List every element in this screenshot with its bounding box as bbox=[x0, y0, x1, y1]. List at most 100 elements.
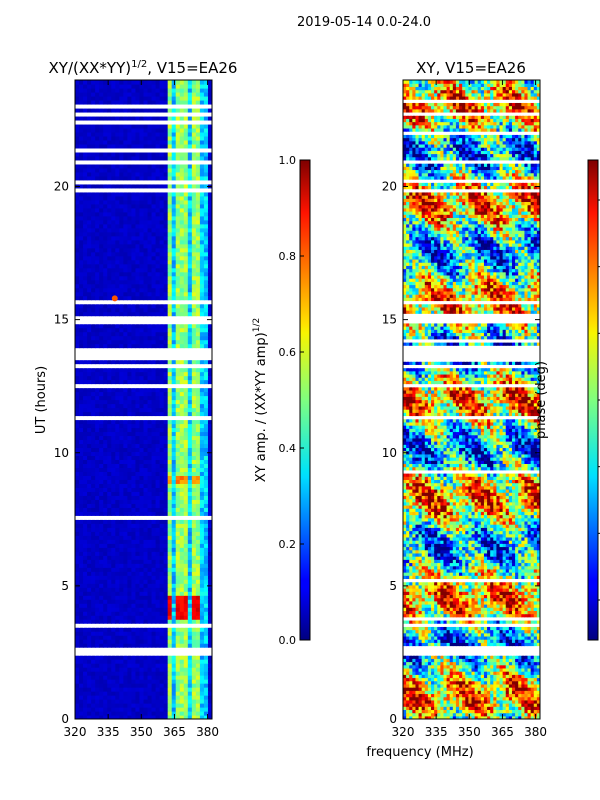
heatmap-cell bbox=[195, 511, 201, 516]
heatmap-cell bbox=[119, 443, 124, 449]
heatmap-cell bbox=[163, 691, 169, 696]
heatmap-cell bbox=[179, 663, 185, 668]
heatmap-cell bbox=[187, 567, 193, 572]
heatmap-cell bbox=[203, 611, 209, 616]
heatmap-cell bbox=[87, 147, 92, 153]
heatmap-cell bbox=[131, 691, 137, 696]
heatmap-cell bbox=[111, 155, 116, 161]
heatmap-cell bbox=[203, 147, 209, 153]
heatmap-cell bbox=[91, 451, 96, 457]
heatmap-cell bbox=[167, 451, 173, 457]
heatmap-cell bbox=[203, 543, 209, 548]
heatmap-cell bbox=[119, 175, 124, 181]
heatmap-cell bbox=[179, 143, 185, 149]
heatmap-cell bbox=[207, 559, 212, 564]
heatmap-cell bbox=[159, 275, 165, 281]
heatmap-cell bbox=[163, 327, 169, 333]
heatmap-cell bbox=[159, 523, 165, 528]
heatmap-cell bbox=[167, 599, 173, 604]
heatmap-cell bbox=[151, 211, 157, 217]
heatmap-cell bbox=[187, 659, 193, 664]
heatmap-cell bbox=[119, 511, 124, 516]
heatmap-cell bbox=[135, 195, 141, 201]
heatmap-cell bbox=[79, 575, 84, 580]
heatmap-cell bbox=[183, 443, 189, 449]
heatmap-cell bbox=[135, 443, 141, 449]
heatmap-cell bbox=[139, 351, 145, 357]
heatmap-cell bbox=[139, 631, 145, 636]
heatmap-cell bbox=[143, 347, 149, 353]
heatmap-cell bbox=[83, 163, 88, 169]
heatmap-cell bbox=[131, 339, 137, 345]
heatmap-cell bbox=[123, 675, 128, 680]
heatmap-cell bbox=[79, 639, 84, 644]
heatmap-cell bbox=[199, 291, 205, 297]
heatmap-cell bbox=[207, 399, 212, 405]
heatmap-cell bbox=[131, 227, 137, 233]
heatmap-cell bbox=[183, 299, 189, 305]
heatmap-cell bbox=[103, 279, 108, 285]
heatmap-cell bbox=[203, 335, 209, 341]
heatmap-cell bbox=[127, 503, 133, 508]
heatmap-cell bbox=[99, 419, 104, 425]
heatmap-cell bbox=[135, 411, 141, 417]
heatmap-cell bbox=[195, 267, 201, 273]
heatmap-cell bbox=[123, 131, 128, 137]
heatmap-cell bbox=[143, 687, 149, 692]
heatmap-cell bbox=[107, 691, 112, 696]
heatmap-cell bbox=[139, 319, 145, 325]
heatmap-cell bbox=[115, 391, 120, 397]
heatmap-cell bbox=[131, 407, 137, 413]
heatmap-cell bbox=[147, 251, 153, 257]
heatmap-cell bbox=[115, 219, 120, 225]
heatmap-cell bbox=[87, 563, 92, 568]
heatmap-cell bbox=[151, 451, 157, 457]
heatmap-cell bbox=[167, 279, 173, 285]
heatmap-cell bbox=[191, 171, 197, 177]
heatmap-cell bbox=[135, 175, 141, 181]
heatmap-cell bbox=[207, 663, 212, 668]
heatmap-cell bbox=[119, 167, 124, 173]
heatmap-cell bbox=[127, 575, 133, 580]
heatmap-cell bbox=[199, 507, 205, 512]
heatmap-cell bbox=[87, 463, 92, 468]
heatmap-cell bbox=[111, 259, 116, 265]
heatmap-cell bbox=[131, 543, 137, 548]
heatmap-cell bbox=[103, 547, 108, 552]
heatmap-cell bbox=[175, 711, 181, 716]
heatmap-cell bbox=[171, 319, 177, 325]
heatmap-cell bbox=[139, 427, 145, 433]
heatmap-cell bbox=[163, 583, 169, 588]
heatmap-cell bbox=[147, 255, 153, 261]
heatmap-cell bbox=[183, 295, 189, 301]
heatmap-cell bbox=[139, 507, 145, 512]
heatmap-cell bbox=[95, 327, 100, 333]
heatmap-cell bbox=[135, 387, 141, 393]
heatmap-cell bbox=[163, 343, 169, 349]
heatmap-cell bbox=[123, 551, 128, 556]
heatmap-cell bbox=[135, 375, 141, 381]
heatmap-cell bbox=[95, 411, 100, 417]
heatmap-cell bbox=[99, 447, 104, 453]
heatmap-cell bbox=[103, 639, 108, 644]
heatmap-cell bbox=[79, 535, 84, 540]
heatmap-cell bbox=[135, 623, 141, 628]
heatmap-cell bbox=[95, 299, 100, 305]
heatmap-cell bbox=[107, 215, 112, 221]
heatmap-cell bbox=[175, 267, 181, 273]
heatmap-cell bbox=[183, 339, 189, 345]
heatmap-cell bbox=[87, 191, 92, 197]
heatmap-cell bbox=[191, 595, 197, 600]
heatmap-cell bbox=[179, 459, 185, 464]
heatmap-cell bbox=[79, 507, 84, 512]
heatmap-cell bbox=[107, 339, 112, 345]
heatmap-cell bbox=[115, 451, 120, 457]
heatmap-cell bbox=[95, 547, 100, 552]
heatmap-cell bbox=[131, 431, 137, 437]
heatmap-cell bbox=[83, 207, 88, 213]
heatmap-cell bbox=[99, 667, 104, 672]
heatmap-cell bbox=[183, 491, 189, 496]
heatmap-cell bbox=[99, 391, 104, 397]
heatmap-cell bbox=[79, 711, 84, 716]
heatmap-cell bbox=[183, 291, 189, 297]
